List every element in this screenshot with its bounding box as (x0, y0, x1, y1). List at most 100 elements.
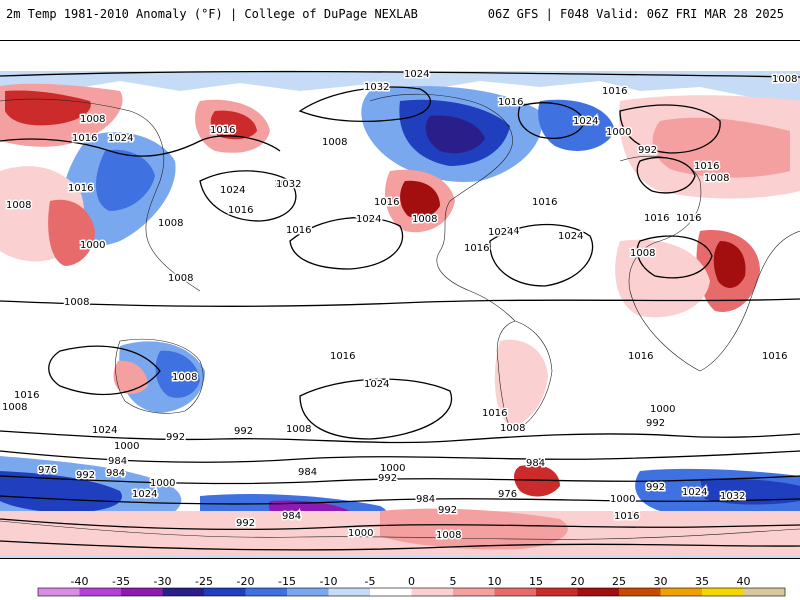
anomaly-map: 1024 1032 1008 1016 1024 1016 1000 992 1… (0, 68, 800, 558)
coastlines (0, 93, 800, 540)
colorbar-tick-label: -30 (153, 575, 172, 588)
anomaly-area (155, 350, 200, 398)
pressure-label: 1008 (704, 173, 729, 184)
pressure-label: 1016 (72, 133, 97, 144)
pressure-label: 1016 (464, 243, 489, 254)
coastline (619, 155, 800, 372)
isobar (517, 102, 586, 139)
pressure-label: 1016 (14, 390, 39, 401)
pressure-label: 1024 (558, 231, 583, 242)
pressure-label: 1016 (532, 197, 557, 208)
anomaly-area (700, 478, 800, 505)
map-title: 2m Temp 1981-2010 Anomaly (°F) | College… (6, 7, 418, 21)
pressure-label: 1016 (628, 351, 653, 362)
map-panel: 1024 1032 1008 1016 1024 1016 1000 992 1… (0, 40, 800, 559)
colorbar-tick-label: -40 (70, 575, 89, 588)
pressure-label: 1000 (650, 404, 675, 415)
pressure-label: 1016 (498, 97, 523, 108)
colorbar-tick-label: 15 (529, 575, 543, 588)
anomaly-area (48, 199, 95, 266)
colorbar-swatch (536, 588, 578, 596)
colorbar-tick-label: -5 (364, 575, 376, 588)
colorbar-swatch (411, 588, 454, 596)
colorbar-swatch (494, 588, 537, 596)
pressure-label: 1008 (80, 114, 105, 125)
pressure-label: 1024 (220, 185, 245, 196)
coastline (369, 93, 516, 322)
isobar (199, 170, 297, 222)
colorbar-tick-label: 30 (653, 575, 668, 588)
pressure-label: 992 (236, 518, 255, 529)
pressure-label: 1024 (92, 425, 117, 436)
pressure-label: 1016 (68, 183, 93, 194)
pressure-label: 1024 (573, 116, 598, 127)
isobar (636, 156, 696, 194)
colorbar-swatch (577, 588, 620, 596)
colorbar-tick-label: 25 (612, 575, 626, 588)
isobars (0, 70, 800, 551)
pressure-label: 1016 (210, 125, 235, 136)
colorbar-swatch (121, 588, 163, 596)
colorbar-tick-label: -20 (236, 575, 255, 588)
anomaly-area (400, 180, 440, 219)
isobar (0, 70, 800, 78)
pressure-label: 1016 (676, 213, 701, 224)
pressure-label: 1032 (364, 82, 389, 93)
isobar (619, 104, 721, 154)
anomaly-area (95, 149, 155, 211)
run-valid-time: 06Z GFS | F048 Valid: 06Z FRI MAR 28 202… (487, 7, 784, 21)
colorbar-swatch (287, 588, 329, 596)
isobar (0, 540, 800, 551)
pressure-label: 1008 (286, 424, 311, 435)
pressure-label: 1008 (630, 248, 655, 259)
isobar (289, 217, 404, 270)
isobar (0, 298, 800, 307)
coastline (0, 98, 201, 292)
colorbar-swatch (702, 588, 744, 596)
pressure-label: 1008 (322, 137, 347, 148)
colorbar-swatch (162, 588, 205, 596)
colorbar (37, 587, 786, 597)
anomaly-area (0, 471, 122, 513)
pressure-label: 984 (106, 468, 125, 479)
pressure-label: 1024 (404, 69, 429, 80)
pressure-label: 1032 (276, 179, 301, 190)
coastline (496, 320, 553, 432)
colorbar-outline (37, 587, 786, 597)
colorbar-tick-label: 40 (736, 575, 751, 588)
pressure-label: 1016 (614, 511, 639, 522)
pressure-label: 1016 (330, 351, 355, 362)
pressure-label: 984 (298, 467, 317, 478)
pressure-label: 1016 (762, 351, 787, 362)
isobar (48, 345, 161, 396)
pressure-label: 1024 (108, 133, 133, 144)
pressure-label: 1016 (286, 225, 311, 236)
pressure-label: 1000 (348, 528, 373, 539)
anomaly-area (652, 117, 790, 178)
colorbar-swatch (370, 588, 412, 596)
pressure-label: 1008 (64, 297, 89, 308)
pressure-label: 984 (282, 511, 301, 522)
pressure-label: 984 (108, 456, 127, 467)
colorbar-swatch (245, 588, 288, 596)
colorbar-swatch (619, 588, 661, 596)
isobar (489, 223, 594, 287)
colorbar-swatch (204, 588, 246, 596)
pressure-label: 1024 (488, 227, 513, 238)
pressure-label: 1008 (412, 214, 437, 225)
colorbar-swatch (660, 588, 703, 596)
colorbar-tick-label: 5 (449, 575, 457, 588)
pressure-label: 976 (38, 465, 57, 476)
pressure-label: 992 (76, 470, 95, 481)
pressure-label: 1024 (132, 489, 157, 500)
colorbar-tick-label: 0 (408, 575, 415, 588)
coastline (0, 520, 800, 540)
colorbar-swatch (328, 588, 371, 596)
pressure-label: 1008 (172, 372, 197, 383)
pressure-label: 992 (378, 473, 397, 484)
pressure-label: 1016 (482, 408, 507, 419)
anomaly-area (494, 339, 548, 426)
isobar (299, 378, 453, 440)
pressure-label: 992 (438, 505, 457, 516)
pressure-label: 1016 (602, 86, 627, 97)
